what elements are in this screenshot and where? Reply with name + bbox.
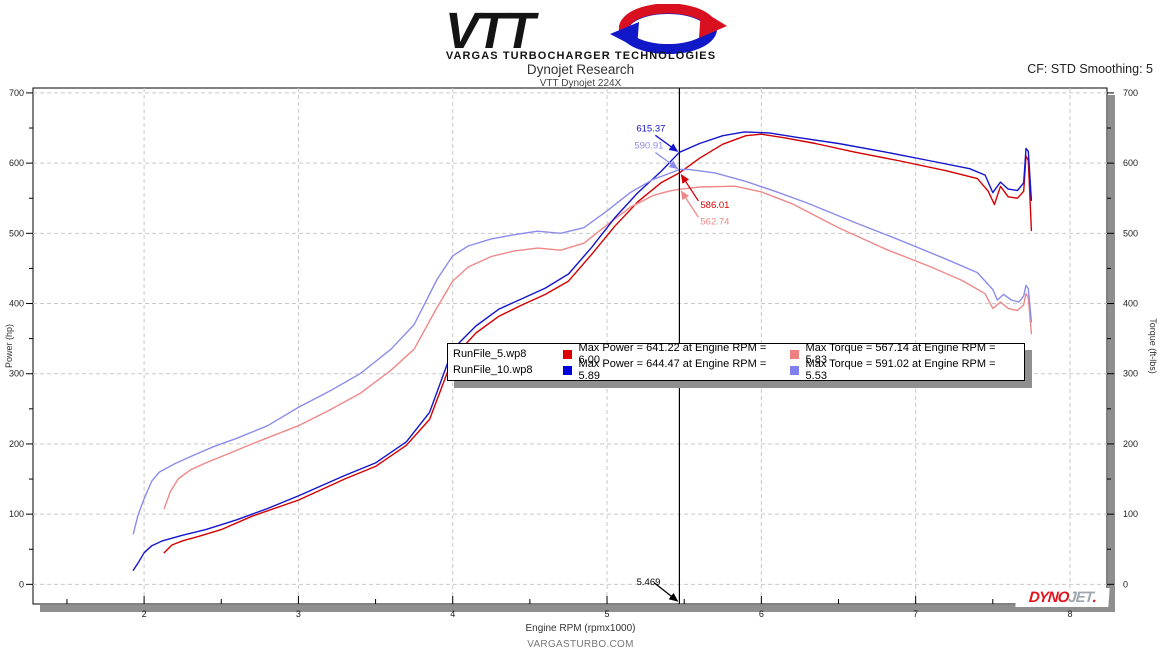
legend-max-power: Max Power = 641.22 at Engine RPM = 6.00 [578, 342, 767, 366]
legend-row-runfile5: RunFile_5.wp8 Max Power = 641.22 at Engi… [448, 342, 1024, 366]
y-tick-label-left: 400 [9, 299, 24, 309]
power-swatch-run5 [562, 349, 572, 359]
y-tick-label-right: 500 [1123, 228, 1138, 238]
cursor-readout-562.74: 562.74 [700, 216, 729, 227]
grid-lines [33, 88, 1107, 604]
curve-runfile-10-wp8-power [132, 131, 1033, 571]
dynojet-logo: DYNO JET. [1015, 588, 1110, 607]
y-tick-label-left: 100 [9, 509, 24, 519]
dyno-curves [132, 131, 1033, 571]
x-tick-label: 3 [296, 609, 301, 619]
left-axis-title: Power (hp) [4, 324, 14, 368]
dynojet-logo-jet: JET [1067, 589, 1094, 606]
vtt-logo: VTT VARGAS TURBOCHARGER TECHNOLOGIES [433, 2, 729, 62]
cursor-readout-615.37: 615.37 [636, 123, 665, 134]
power-swatch-run10 [562, 365, 572, 375]
torque-swatch-run5 [789, 349, 799, 359]
site-link: VARGASTURBO.COM [527, 639, 634, 650]
plot-shadow-bottom [40, 605, 1115, 612]
legend-max-power: Max Power = 644.47 at Engine RPM = 5.89 [578, 358, 767, 382]
x-tick-label: 6 [759, 609, 764, 619]
y-tick-label-right: 400 [1123, 299, 1138, 309]
x-tick-label: 7 [913, 609, 918, 619]
legend-row-runfile10: RunFile_10.wp8 Max Power = 644.47 at Eng… [448, 358, 1024, 382]
legend-file-name: RunFile_10.wp8 [453, 364, 533, 376]
legend-max-torque: Max Torque = 567.14 at Engine RPM = 5.83 [805, 342, 996, 366]
y-tick-label-left: 300 [9, 369, 24, 379]
legend-box: RunFile_5.wp8 Max Power = 641.22 at Engi… [447, 342, 1025, 382]
y-tick-label-left: 500 [9, 228, 24, 238]
dynojet-logo-dyno: DYNO [1028, 589, 1069, 606]
cursor-rpm-label: 5.469 [637, 577, 661, 588]
curve-runfile-5-wp8-torque [163, 185, 1033, 510]
cursor-readout-590.91: 590.91 [634, 140, 663, 151]
y-tick-label-right: 700 [1123, 88, 1138, 98]
x-tick-label: 5 [605, 609, 610, 619]
y-tick-label-right: 200 [1123, 439, 1138, 449]
y-tick-label-left: 0 [19, 579, 24, 589]
y-tick-label-right: 100 [1123, 509, 1138, 519]
legend-max-torque: Max Torque = 591.02 at Engine RPM = 5.53 [805, 358, 996, 382]
y-tick-label-left: 700 [9, 88, 24, 98]
legend-file-name: RunFile_5.wp8 [453, 348, 527, 360]
curve-runfile-5-wp8-power [163, 133, 1033, 554]
cursor-readouts: 615.37 590.91 586.01 562.74 5.469 [634, 123, 729, 602]
torque-swatch-run10 [789, 365, 799, 375]
cursor-readout-586.01: 586.01 [700, 200, 729, 211]
y-tick-label-left: 600 [9, 158, 24, 168]
y-tick-label-right: 600 [1123, 158, 1138, 168]
y-tick-label-right: 0 [1123, 579, 1128, 589]
chart-subtitle: VTT Dynojet 224X [539, 78, 622, 89]
chart-title: Dynojet Research [526, 62, 635, 77]
y-tick-label-right: 300 [1123, 369, 1138, 379]
y-tick-label-left: 200 [9, 439, 24, 449]
vtt-logo-tagline: VARGAS TURBOCHARGER TECHNOLOGIES [446, 50, 716, 62]
smoothing-setting: CF: STD Smoothing: 5 [1027, 62, 1153, 76]
x-axis-title: Engine RPM (rpmx1000) [525, 623, 636, 634]
dynojet-logo-dot: . [1092, 589, 1097, 606]
vtt-turbo-swirl-icon [610, 3, 727, 54]
curve-runfile-10-wp8-torque [132, 168, 1033, 535]
plot-shadow-right [1108, 95, 1115, 612]
right-axis-title: Torque (ft-lbs) [1148, 318, 1158, 374]
x-tick-label: 4 [450, 609, 455, 619]
vtt-logo-brand: VTT [445, 4, 539, 59]
x-tick-label: 2 [142, 609, 147, 619]
axis-ticks: 0 0 100 100 200 200 300 300 400 400 500 500 600 600 70… [9, 88, 1138, 619]
x-tick-label: 8 [1067, 609, 1072, 619]
